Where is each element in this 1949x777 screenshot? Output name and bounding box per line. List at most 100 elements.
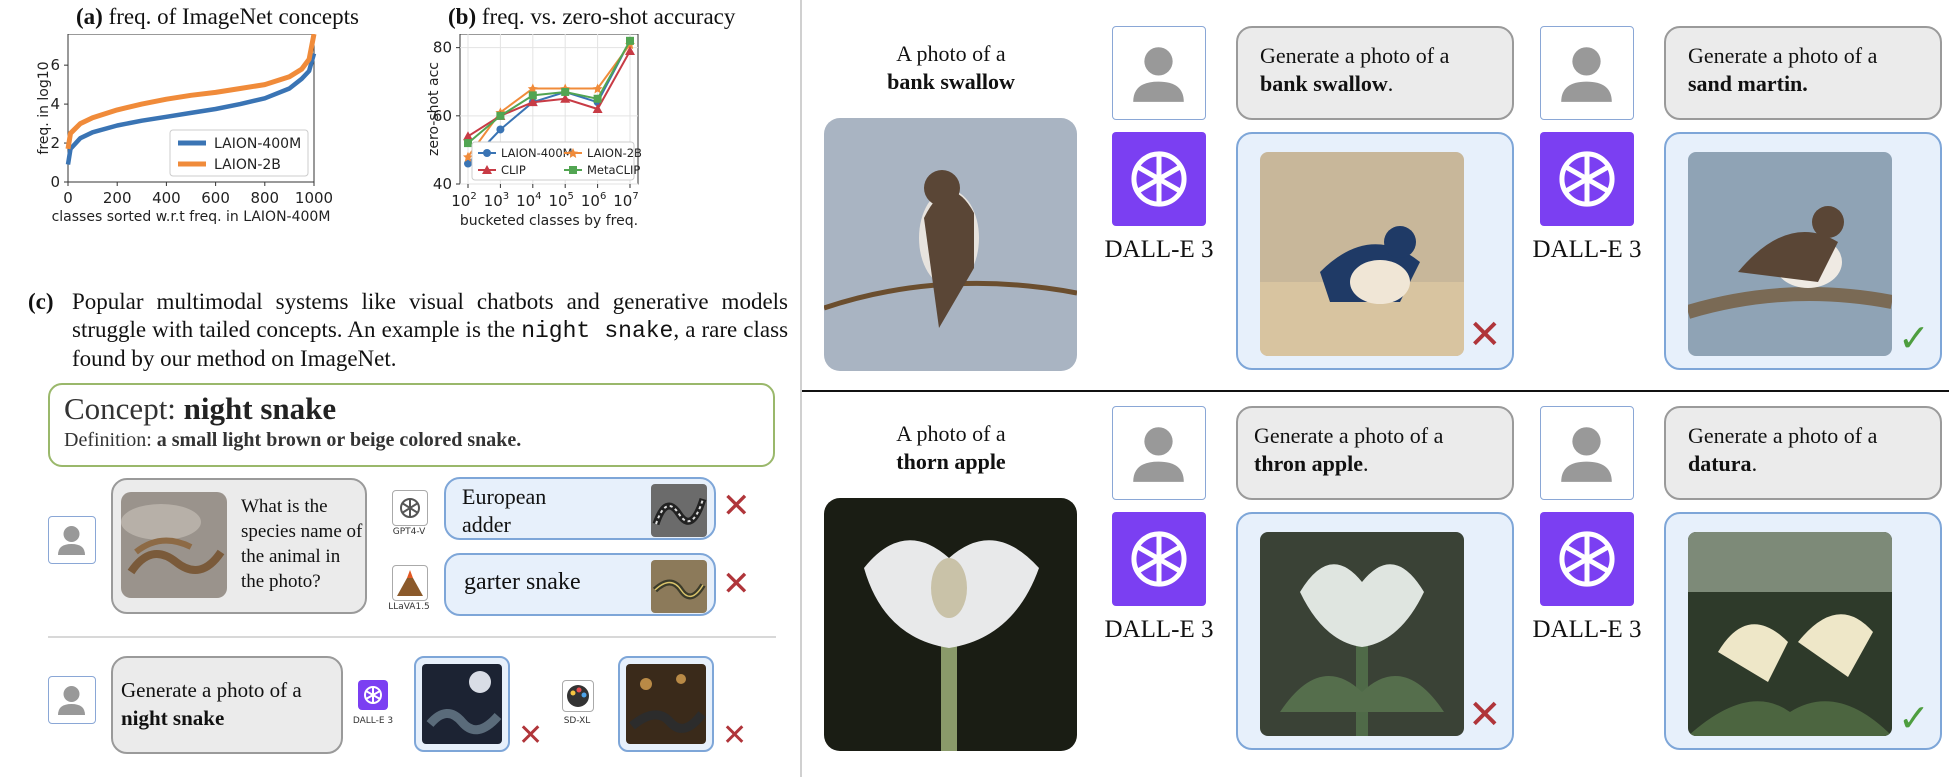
y-tick-label: 40 [433, 175, 452, 193]
chart-b: 40 60 80 102 103 104 105 106 107 bucketed classes… [426, 34, 642, 229]
data-point-LAION-2B [527, 83, 538, 94]
period: . [1387, 71, 1394, 96]
user-avatar [1540, 406, 1634, 500]
cross-mark-icon: ✕ [1468, 692, 1502, 738]
user-avatar [1112, 406, 1206, 500]
data-point-LAION-2B [463, 151, 473, 162]
x-axis-label: bucketed classes by freq. [460, 213, 638, 229]
row1-label: A photo of a bank swallow [826, 40, 1076, 96]
openai-logo-icon [1559, 151, 1615, 207]
gpt4v-answer: European adder [462, 484, 547, 537]
x-tick-label: 600 [201, 189, 230, 207]
y-tick-label: 4 [50, 95, 60, 113]
data-point-MetaCLIP [593, 94, 602, 103]
user-avatar [48, 516, 96, 564]
y-tick-label: 60 [433, 107, 452, 125]
x-tick-label: 102 [451, 191, 476, 210]
definition-label: Definition: [64, 429, 152, 451]
caption-text: Popular multimodal systems like visual c… [72, 289, 788, 342]
dalle-logo [1112, 512, 1206, 606]
x-tick-label: 107 [613, 191, 638, 210]
period: . [1802, 71, 1808, 96]
prompt-prefix: Generate a photo of a [1260, 43, 1450, 68]
snake-photo [121, 492, 227, 598]
dalle-label: DALL-E 3 [1532, 236, 1642, 263]
y-tick-label: 6 [50, 56, 60, 74]
dalle-label: DALL-E 3 [1104, 236, 1214, 263]
sdxl-label: SD-XL [563, 716, 591, 726]
gpt4v-logo [392, 490, 428, 526]
user-silhouette-icon [58, 686, 85, 715]
cross-mark-icon: ✕ [722, 718, 748, 753]
series-line-LAION-400M [467, 40, 631, 165]
data-point-MetaCLIP [464, 139, 472, 148]
panel-c-caption: (c) Popular multimodal systems like visu… [28, 288, 788, 373]
generate-bubble: Generate a photo of a night snake [111, 656, 343, 754]
series-line-LAION-400M [65, 52, 317, 165]
adder-photo [651, 484, 707, 537]
dalle-output-bubble [414, 656, 510, 752]
vertical-separator [800, 0, 802, 777]
data-point-CLIP [463, 131, 473, 141]
user-silhouette-icon [1133, 427, 1184, 482]
question-bubble: What is the species name of the animal i… [111, 478, 367, 614]
panel-c-label: (c) [28, 289, 54, 314]
volcano-icon [397, 570, 423, 596]
x-tick-exponent: 4 [535, 191, 541, 202]
y-axis-label: freq. in log10 [36, 61, 52, 154]
cross-mark-icon: ✕ [722, 486, 751, 526]
legend-label: LAION-2B [587, 146, 642, 160]
x-axis-label: classes sorted w.r.t freq. in LAION-400M [52, 209, 331, 225]
period: . [1363, 451, 1369, 476]
data-point-MetaCLIP [496, 111, 505, 120]
openai-logo-icon [1131, 531, 1187, 587]
x-tick-exponent: 6 [600, 191, 606, 202]
row1-prompt-a: bank swallow [1260, 71, 1388, 96]
row2-prompt-b-bubble: Generate a photo of a datura. [1664, 406, 1942, 500]
check-mark-icon: ✓ [1898, 316, 1930, 360]
period: . [1751, 451, 1758, 476]
palette-icon [567, 685, 589, 707]
legend-label: CLIP [501, 163, 526, 177]
x-tick-label: 106 [581, 191, 606, 210]
row1-prompt-b: sand martin [1688, 71, 1803, 96]
data-point-CLIP [592, 104, 603, 113]
legend-label: LAION-2B [214, 157, 281, 173]
x-tick-label: 800 [250, 189, 279, 207]
generate-prefix: Generate a photo of a [121, 678, 302, 702]
data-point-CLIP [560, 93, 571, 103]
photo-of-text: A photo of a [896, 421, 1006, 446]
legend-label: LAION-400M [214, 136, 301, 152]
llava-answer: garter snake [464, 569, 581, 595]
series-line-MetaCLIP [467, 40, 631, 144]
y-tick-label: 80 [433, 39, 452, 57]
gpt4v-answer-bubble: European adder [444, 477, 716, 540]
user-avatar [1540, 26, 1634, 120]
y-tick-label: 2 [50, 134, 60, 152]
data-point-LAION-400M [496, 125, 505, 134]
night-snake-dalle-image [422, 664, 502, 744]
row-separator [802, 390, 1949, 392]
data-point-MetaCLIP [528, 91, 537, 100]
legend-marker [482, 165, 492, 174]
cross-mark-icon: ✕ [722, 564, 751, 604]
x-tick-exponent: 5 [568, 191, 574, 202]
dalle-logo [358, 680, 388, 710]
dalle-logo [1540, 512, 1634, 606]
panel-b-label: (b) [448, 4, 477, 29]
row1-output-b-bubble [1664, 132, 1942, 370]
caption-text-end: , a rare class found by our method on Im… [72, 317, 789, 371]
thron-apple-generated-image [1260, 532, 1464, 736]
x-tick-label: 200 [103, 189, 132, 207]
legend-marker [569, 166, 577, 174]
y-tick-label: 0 [50, 173, 60, 191]
panel-a-label: (a) [76, 4, 103, 29]
data-point-MetaCLIP [561, 87, 570, 96]
legend-marker [568, 148, 578, 158]
data-point-MetaCLIP [626, 36, 634, 45]
panel-b-title-text: freq. vs. zero-shot accuracy [481, 4, 736, 29]
x-tick-exponent: 2 [470, 191, 476, 202]
concept-label: Concept: [64, 391, 176, 426]
user-silhouette-icon [1561, 47, 1612, 102]
legend-label: LAION-400M [501, 146, 573, 160]
